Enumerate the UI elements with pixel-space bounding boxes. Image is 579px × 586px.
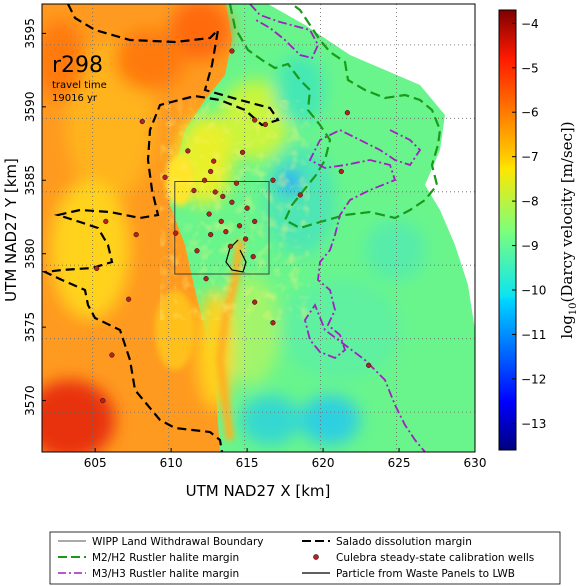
- well-39: [262, 121, 268, 128]
- well-20: [227, 243, 233, 249]
- well-25: [94, 265, 100, 271]
- x-tick-label-5: 630: [464, 456, 487, 470]
- run-id: r298: [52, 53, 103, 78]
- colorbar-tick-label-7: −11: [521, 328, 546, 342]
- y-tick-label-2: 3580: [23, 238, 37, 269]
- well-27: [126, 296, 132, 302]
- x-tick-label-2: 615: [236, 456, 259, 470]
- well-15: [252, 218, 258, 224]
- well-2: [239, 149, 246, 155]
- well-22: [194, 248, 200, 254]
- travel-time-value: 19016 yr: [52, 93, 98, 104]
- well-13: [206, 211, 212, 217]
- legend: WIPP Land Withdrawal Boundary Salado dis…: [49, 531, 561, 585]
- well-34: [338, 168, 344, 175]
- colorbar-tick-label-5: −9: [521, 239, 539, 253]
- well-5: [162, 174, 168, 180]
- legend-wipp: WIPP Land Withdrawal Boundary: [92, 536, 264, 548]
- y-tick-label-3: 3585: [23, 165, 37, 196]
- legend-salado: Salado dissolution margin: [336, 536, 472, 548]
- wells: [94, 48, 372, 404]
- well-35: [366, 362, 372, 368]
- well-18: [223, 229, 229, 235]
- travel-time-label: travel time: [52, 80, 107, 91]
- colorbar-tick-label-0: −4: [521, 17, 539, 31]
- well-29: [203, 276, 209, 282]
- x-tick-label-0: 605: [84, 456, 107, 470]
- x-tick-label-4: 625: [388, 456, 411, 470]
- well-9: [212, 189, 218, 195]
- well-19: [242, 236, 249, 242]
- well-28: [109, 352, 115, 358]
- m2h2-rustler-halite-margin: [228, 4, 442, 230]
- grid: [42, 4, 475, 452]
- colorbar-tick-label-8: −12: [521, 372, 546, 386]
- colorbar-label: log10(Darcy velocity [m/sec]): [558, 121, 579, 338]
- salado-dissolution-margin: [42, 4, 280, 452]
- plot-frame: [41, 3, 476, 453]
- y-tick-label-1: 3575: [23, 312, 37, 343]
- colorbar-tick-label-3: −7: [521, 150, 539, 164]
- well-30: [252, 299, 258, 305]
- well-40: [201, 177, 208, 183]
- legend-particle: Particle from Waste Panels to LWB: [336, 568, 515, 580]
- well-17: [208, 232, 214, 238]
- colorbar-tick-label-9: −13: [521, 417, 546, 431]
- legend-wells-swatch: [313, 554, 319, 560]
- x-ticks: 605 610 615 620 625 630: [84, 448, 487, 470]
- well-8: [191, 187, 197, 194]
- well-1: [185, 148, 191, 154]
- well-33: [344, 110, 350, 116]
- colorbar-tick-label-1: −5: [521, 61, 539, 75]
- well-21: [173, 230, 179, 236]
- colorbar-tick-label-6: −10: [521, 284, 546, 298]
- y-ticks: 3570 3575 3580 3585 3590 3595: [23, 18, 46, 416]
- colorbar-tick-label-2: −6: [521, 106, 539, 120]
- x-tick-label-1: 610: [160, 456, 183, 470]
- well-16: [236, 223, 243, 229]
- well-4: [208, 168, 214, 175]
- well-11: [229, 199, 235, 205]
- x-tick-label-3: 620: [312, 456, 335, 470]
- legend-m2h2: M2/H2 Rustler halite margin: [92, 552, 239, 564]
- y-axis-label: UTM NAD27 Y [km]: [2, 158, 20, 302]
- well-23: [250, 254, 256, 260]
- wipp-boundary: [174, 181, 270, 275]
- well-24: [103, 218, 109, 224]
- well-36: [100, 397, 106, 404]
- well-6: [233, 180, 240, 186]
- colorbar: [498, 9, 517, 451]
- well-32: [297, 192, 303, 198]
- y-tick-label-4: 3590: [23, 92, 37, 123]
- well-7: [270, 177, 276, 183]
- well-38: [252, 117, 258, 123]
- y-tick-label-0: 3570: [23, 385, 37, 416]
- y-tick-label-5: 3595: [23, 18, 37, 49]
- colorbar-tick-label-4: −8: [521, 195, 539, 209]
- well-3: [211, 158, 217, 164]
- x-axis-label: UTM NAD27 X [km]: [186, 482, 331, 500]
- well-37: [229, 48, 235, 54]
- well-31: [270, 320, 276, 326]
- well-0: [139, 118, 145, 125]
- legend-m3h3: M3/H3 Rustler halite margin: [92, 568, 239, 580]
- m3h3-rustler-halite-margin: [249, 4, 426, 452]
- well-10: [220, 193, 226, 200]
- legend-wells: Culebra steady-state calibration wells: [336, 552, 534, 564]
- well-14: [218, 218, 224, 224]
- colorbar-ticks: −4 −5 −6 −7 −8 −9 −10 −11 −12 −13: [512, 17, 546, 431]
- well-26: [133, 232, 139, 238]
- well-12: [244, 205, 250, 211]
